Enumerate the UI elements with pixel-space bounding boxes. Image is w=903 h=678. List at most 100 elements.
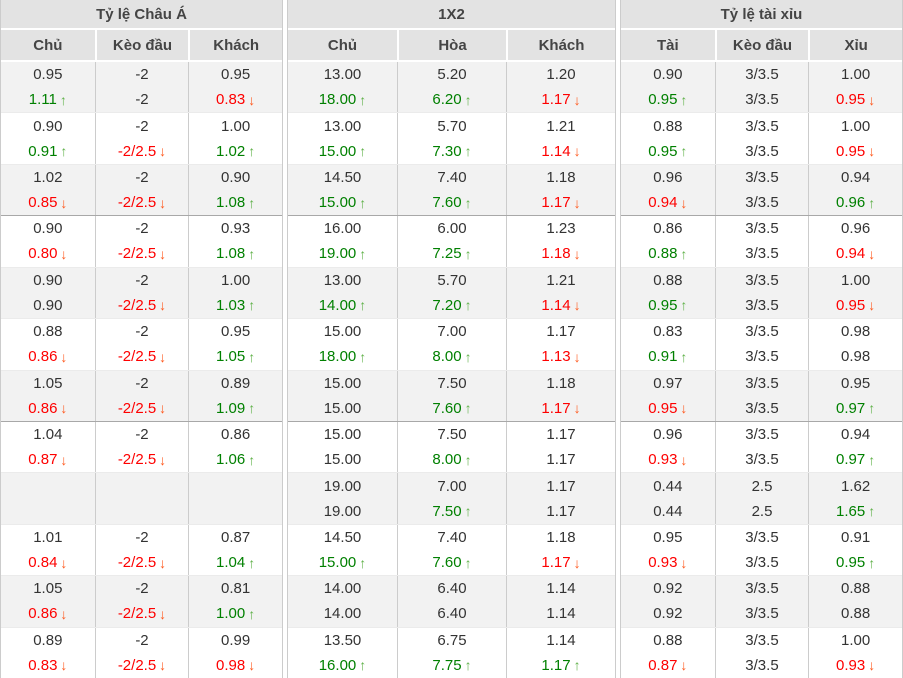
odds-cell: 5.70 7.30 ↑ — [397, 113, 506, 164]
current-odds-value: 0.97 — [836, 451, 866, 469]
current-odds-value: 1.14 — [546, 605, 576, 623]
opening-odds-value: 3/3.5 — [745, 169, 779, 187]
opening-odds-value: -2 — [135, 66, 149, 84]
odds-cell: 0.86 1.06 ↑ — [188, 421, 282, 473]
odds-cell: 1.14 1.14 — [506, 576, 615, 627]
odds-row: 0.95 0.93 ↓ 3/3.5 3/3.5 0.91 0.95 ↑ — [621, 524, 902, 577]
opening-odds-value: 3/3.5 — [745, 323, 779, 341]
current-odds-value: 15.00 — [323, 399, 362, 417]
odds-cell: 7.40 7.60 ↑ — [397, 164, 506, 216]
opening-odds-value: 0.94 — [841, 426, 871, 444]
current-odds-value: 0.91 — [28, 142, 58, 160]
current-odds-value: 1.04 — [216, 554, 246, 571]
current-odds-value: 1.17 — [541, 194, 571, 212]
up-arrow-icon: ↑ — [464, 143, 472, 160]
odds-cell: 13.00 18.00 ↑ — [288, 62, 397, 112]
opening-odds-value: 3/3.5 — [745, 220, 779, 238]
current-odds-value: 15.00 — [318, 142, 357, 160]
current-odds-value: 3/3.5 — [745, 296, 779, 314]
odds-row: 13.00 18.00 ↑ 5.20 6.20 ↑ 1.20 1.17 ↓ — [288, 62, 615, 114]
opening-odds-value: -2 — [135, 169, 149, 187]
down-arrow-icon: ↓ — [159, 297, 167, 314]
down-arrow-icon: ↓ — [868, 657, 876, 674]
current-odds-value: 3/3.5 — [745, 554, 779, 571]
opening-odds-value: 3/3.5 — [745, 580, 779, 598]
up-arrow-icon: ↑ — [359, 245, 367, 262]
down-arrow-icon: ↓ — [60, 400, 68, 417]
odds-cell: 5.20 6.20 ↑ — [397, 62, 506, 113]
odds-cell: 1.20 1.17 ↓ — [506, 62, 615, 113]
opening-odds-value: 0.88 — [653, 631, 683, 649]
opening-odds-value: 13.00 — [323, 66, 362, 84]
current-odds-value: 8.00 — [432, 451, 462, 469]
current-odds-value: 1.17 — [541, 656, 571, 674]
up-arrow-icon: ↑ — [464, 194, 472, 211]
odds-cell: 0.88 0.95 ↑ — [621, 268, 715, 318]
down-arrow-icon: ↓ — [573, 194, 581, 211]
odds-cell: 13.50 16.00 ↑ — [288, 628, 397, 678]
current-odds-value: 0.87 — [28, 451, 58, 469]
opening-odds-value: 0.96 — [841, 220, 871, 238]
opening-odds-value: 0.88 — [841, 580, 871, 598]
odds-row: 0.90 0.91 ↑ -2 -2/2.5 ↓ 1.00 1.02 ↑ — [1, 113, 282, 165]
opening-odds-value: 7.50 — [437, 374, 467, 392]
opening-odds-value: -2 — [135, 271, 149, 289]
down-arrow-icon: ↓ — [60, 554, 68, 571]
odds-cell: 1.18 1.17 ↓ — [506, 164, 615, 216]
opening-odds-value: 1.21 — [546, 271, 576, 289]
odds-cell: 5.70 7.20 ↑ — [397, 267, 506, 319]
odds-row: 1.01 0.84 ↓ -2 -2/2.5 ↓ 0.87 1.04 ↑ — [1, 524, 282, 577]
odds-row — [1, 473, 282, 525]
opening-odds-value: 1.18 — [546, 374, 576, 392]
current-odds-value: 0.95 — [836, 142, 866, 160]
odds-cell: 6.75 7.75 ↑ — [397, 627, 506, 678]
up-arrow-icon: ↑ — [248, 297, 256, 314]
odds-cell: 3/3.5 3/3.5 — [714, 524, 809, 576]
current-odds-value: 3/3.5 — [745, 91, 779, 109]
odds-row: 0.88 0.86 ↓ -2 -2/2.5 ↓ 0.95 1.05 ↑ — [1, 319, 282, 371]
current-odds-value: -2/2.5 — [117, 194, 157, 212]
odds-cell: 0.86 0.88 ↑ — [621, 216, 715, 266]
current-odds-value: 0.44 — [653, 502, 683, 520]
column-header-asian-handicap: Kèo đầu — [94, 30, 189, 62]
current-odds-value: 1.14 — [541, 142, 571, 160]
current-odds-value: 1.13 — [541, 348, 571, 366]
odds-cell: -2 -2/2.5 ↓ — [94, 267, 189, 319]
up-arrow-icon: ↑ — [59, 91, 67, 108]
odds-cell: 0.94 0.96 ↑ — [808, 164, 902, 216]
odds-cell: 1.00 0.95 ↓ — [808, 267, 902, 319]
odds-cell: 0.88 0.86 ↓ — [1, 319, 95, 369]
current-odds-value: 18.00 — [318, 91, 357, 109]
odds-row: 0.90 0.90 -2 -2/2.5 ↓ 1.00 1.03 ↑ — [1, 267, 282, 320]
down-arrow-icon: ↓ — [680, 451, 688, 468]
odds-row: 0.96 0.94 ↓ 3/3.5 3/3.5 0.94 0.96 ↑ — [621, 164, 902, 217]
current-odds-value: 7.50 — [432, 502, 462, 520]
odds-cell: 1.00 1.03 ↑ — [188, 267, 282, 319]
odds-cell: 0.89 1.09 ↑ — [188, 370, 282, 421]
opening-odds-value: 6.75 — [437, 631, 467, 649]
down-arrow-icon: ↓ — [573, 297, 581, 314]
odds-cell: 0.83 0.91 ↑ — [621, 319, 715, 369]
up-arrow-icon: ↑ — [464, 400, 472, 417]
up-arrow-icon: ↑ — [464, 297, 472, 314]
odds-cell: 1.17 1.17 — [506, 421, 615, 473]
current-odds-value: 3/3.5 — [745, 605, 779, 623]
odds-row: 13.50 16.00 ↑ 6.75 7.75 ↑ 1.14 1.17 ↑ — [288, 627, 615, 678]
odds-cell: 7.50 8.00 ↑ — [397, 421, 506, 473]
current-odds-value: 0.84 — [28, 554, 58, 571]
current-odds-value: 0.90 — [33, 296, 63, 314]
odds-row: 0.83 0.91 ↑ 3/3.5 3/3.5 0.98 0.98 — [621, 319, 902, 371]
opening-odds-value: 0.90 — [33, 271, 63, 289]
odds-cell: 0.90 0.90 — [1, 268, 95, 318]
opening-odds-value: 1.17 — [546, 323, 576, 341]
over-under-odds-column-headers: Tài Kèo đầu Xỉu — [621, 30, 902, 62]
down-arrow-icon: ↓ — [60, 245, 68, 262]
column-header-under: Xỉu — [808, 30, 902, 62]
opening-odds-value: 14.00 — [323, 580, 362, 598]
odds-cell: 0.90 1.08 ↑ — [188, 164, 282, 216]
opening-odds-value: 5.70 — [437, 117, 467, 135]
opening-odds-value: 0.96 — [653, 426, 683, 444]
current-odds-value: 0.93 — [836, 656, 866, 674]
opening-odds-value: 0.95 — [221, 66, 251, 84]
current-odds-value: -2 — [135, 91, 149, 109]
